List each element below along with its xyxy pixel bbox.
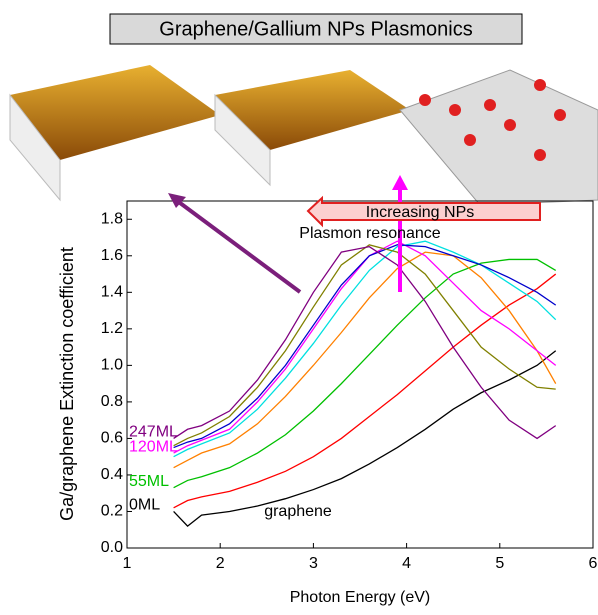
x-tick-label: 3: [309, 555, 318, 572]
y-tick-label: 1.4: [101, 284, 123, 301]
x-tick-label: 5: [495, 555, 504, 572]
series-line: [174, 351, 556, 526]
annotation: Increasing NPs: [366, 204, 475, 221]
x-tick-label: 6: [589, 555, 598, 572]
y-tick-label: 0.4: [101, 466, 123, 483]
x-tick-label: 4: [402, 555, 411, 572]
y-tick-label: 0.6: [101, 430, 123, 447]
series-line: [174, 245, 556, 446]
plot-area: 0.0 0.2 0.4 0.6 0.8 1.0 1.2 1.4 1.6 1.8 1 2 3 4 5 6 0ML 5…: [101, 201, 598, 572]
arrow-head: [392, 175, 408, 190]
chart: Graphene/Gallium NPs Plasmonics 0.00.20.…: [0, 0, 598, 610]
y-tick-label: 1.8: [101, 210, 123, 227]
series-line: [174, 274, 556, 508]
series-label: 0ML: [129, 497, 160, 514]
annotation: Plasmon resonance: [299, 225, 441, 242]
y-tick-label: 1.2: [101, 320, 123, 337]
series-label: 55ML: [129, 473, 169, 490]
afm-image-2: [215, 70, 410, 185]
chart-title: Graphene/Gallium NPs Plasmonics: [159, 18, 472, 40]
y-axis-label: Ga/graphene Extinction coefficient: [57, 247, 77, 521]
y-tick-label: 0.0: [101, 539, 123, 556]
y-tick-label: 1.6: [101, 247, 123, 264]
series-label: 247ML: [129, 424, 178, 441]
series-label: 120ML: [129, 438, 178, 455]
arrow: [172, 197, 300, 292]
axis-frame: [127, 201, 593, 548]
x-tick-label: 2: [216, 555, 225, 572]
y-tick-label: 0.8: [101, 393, 123, 410]
x-axis-label: Photon Energy (eV): [290, 589, 431, 606]
series-line: [174, 259, 556, 487]
y-tick-label: 1.0: [101, 357, 123, 374]
graphene-lattice-image: [400, 70, 598, 205]
annotation: graphene: [264, 503, 332, 520]
y-tick-label: 0.2: [101, 503, 123, 520]
afm-image-1: [10, 65, 220, 200]
x-tick-label: 1: [123, 555, 132, 572]
